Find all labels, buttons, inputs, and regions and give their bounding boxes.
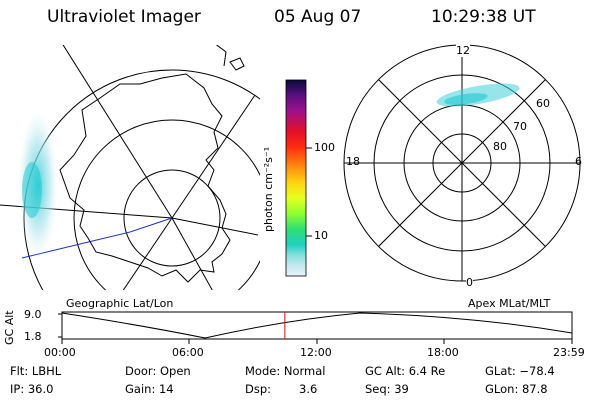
mlat-label-80: 80 xyxy=(493,140,507,153)
aurora-core xyxy=(22,162,42,218)
polar-aurora-core xyxy=(444,93,488,105)
status-filter: Flt: LBHL xyxy=(10,364,62,378)
map-meridian xyxy=(171,217,259,236)
status-seq: Seq: 39 xyxy=(365,382,409,396)
map-meridian xyxy=(122,217,173,290)
date-label: 05 Aug 07 xyxy=(274,7,362,27)
time-tick-label: 12:00 xyxy=(300,346,332,359)
colorbar-tick-100: 100 xyxy=(314,141,335,154)
terminator-line xyxy=(21,217,173,259)
colorbar-tick-10: 10 xyxy=(314,229,328,242)
mlt-label-0: 0 xyxy=(466,276,473,289)
status-dsp-label: Dsp: xyxy=(245,382,272,396)
polar-plot xyxy=(343,44,581,282)
time-tick-label: 23:59 xyxy=(553,346,585,359)
time-label: 10:29:38 UT xyxy=(431,7,536,27)
status-dsp-value: 3.6 xyxy=(299,382,318,396)
status-gc-alt: GC Alt: 6.4 Re xyxy=(365,364,446,378)
alt-tick-1-8: 1.8 xyxy=(24,330,42,343)
map-meridian xyxy=(171,217,213,290)
colorbar xyxy=(285,79,307,277)
colorbar-units-label: photon cm⁻²s⁻¹ xyxy=(262,146,275,232)
time-tick-label: 06:00 xyxy=(172,346,204,359)
status-glon: GLon: 87.8 xyxy=(485,382,548,396)
map-lat-ring-inner xyxy=(123,169,221,267)
alt-axis-label: GC Alt xyxy=(3,310,16,345)
status-gain: Gain: 14 xyxy=(125,382,174,396)
map-lat-ring-mid xyxy=(73,119,260,290)
status-ip: IP: 36.0 xyxy=(10,382,54,396)
mlat-label-60: 60 xyxy=(536,97,550,110)
coastline xyxy=(59,73,231,283)
time-tick-label: 18:00 xyxy=(427,346,459,359)
mlat-label-70: 70 xyxy=(513,120,527,133)
left-map-caption: Geographic Lat/Lon xyxy=(66,297,174,310)
time-tick-label: 00:00 xyxy=(44,346,76,359)
right-plot-caption: Apex MLat/MLT xyxy=(468,297,551,310)
mlt-label-6: 6 xyxy=(575,155,582,168)
status-mode: Mode: Normal xyxy=(245,364,326,378)
coastline-fragment xyxy=(215,45,227,67)
status-glat: GLat: −78.4 xyxy=(485,364,555,378)
map-meridian xyxy=(62,45,173,219)
geographic-map xyxy=(0,45,260,290)
mlt-label-18: 18 xyxy=(346,155,360,168)
altitude-curve xyxy=(61,312,573,339)
mlt-line-diag xyxy=(373,74,551,252)
map-meridian xyxy=(171,94,256,219)
alt-tick-9: 9.0 xyxy=(24,308,42,321)
instrument-title: Ultraviolet Imager xyxy=(47,7,201,27)
status-door: Door: Open xyxy=(125,364,191,378)
mlt-label-12: 12 xyxy=(456,44,470,57)
coastline-island xyxy=(229,57,245,71)
